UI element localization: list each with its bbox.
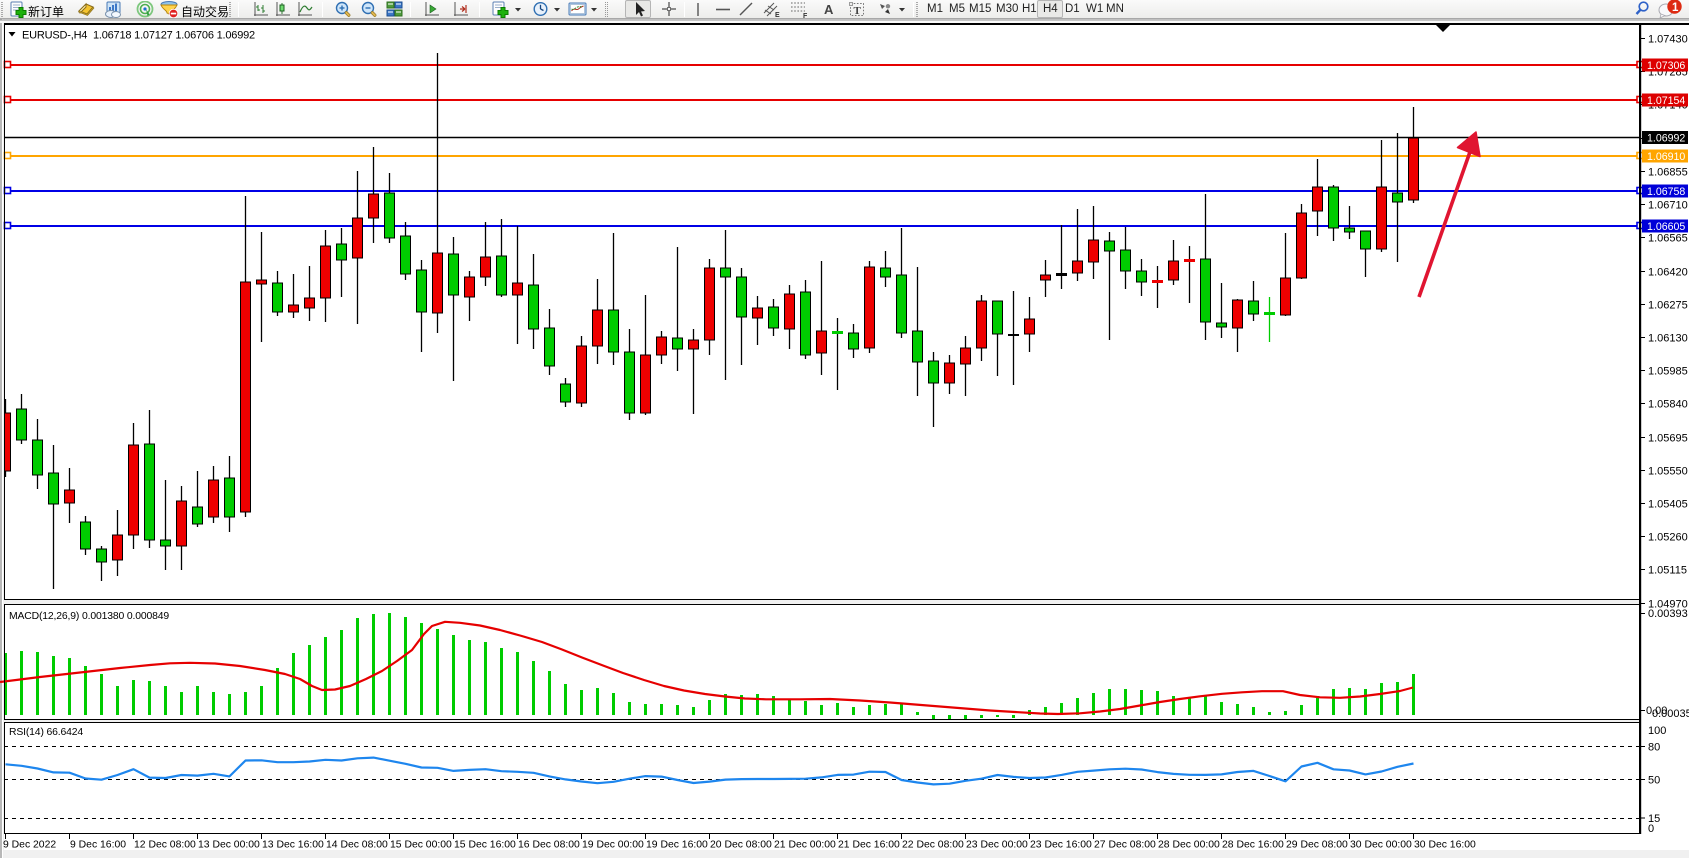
svg-text:30 Dec 00:00: 30 Dec 00:00 xyxy=(1350,840,1412,851)
svg-text:1.06420: 1.06420 xyxy=(1648,267,1688,279)
svg-text:27 Dec 08:00: 27 Dec 08:00 xyxy=(1094,840,1156,851)
svg-text:1.06565: 1.06565 xyxy=(1648,233,1688,245)
svg-text:1.06910: 1.06910 xyxy=(1647,151,1685,163)
svg-text:28 Dec 00:00: 28 Dec 00:00 xyxy=(1158,840,1220,851)
svg-text:15 Dec 00:00: 15 Dec 00:00 xyxy=(390,840,452,851)
svg-text:19 Dec 16:00: 19 Dec 16:00 xyxy=(646,840,708,851)
svg-text:0: 0 xyxy=(1648,823,1654,835)
svg-text:0.000356: 0.000356 xyxy=(1652,708,1689,720)
svg-text:1.06710: 1.06710 xyxy=(1648,200,1688,212)
svg-text:50: 50 xyxy=(1648,775,1660,787)
svg-text:22 Dec 08:00: 22 Dec 08:00 xyxy=(902,840,964,851)
svg-text:0.00: 0.00 xyxy=(1646,705,1667,717)
svg-text:1.04970: 1.04970 xyxy=(1648,599,1688,611)
svg-text:RSI(14) 66.6424: RSI(14) 66.6424 xyxy=(9,727,83,738)
svg-text:29 Dec 08:00: 29 Dec 08:00 xyxy=(1286,840,1348,851)
svg-text:12 Dec 08:00: 12 Dec 08:00 xyxy=(134,840,196,851)
svg-text:100: 100 xyxy=(1648,725,1666,737)
svg-text:1.06758: 1.06758 xyxy=(1647,186,1685,198)
svg-text:28 Dec 16:00: 28 Dec 16:00 xyxy=(1222,840,1284,851)
svg-text:1.05405: 1.05405 xyxy=(1648,499,1688,511)
svg-text:MACD(12,26,9) 0.001380 0.00084: MACD(12,26,9) 0.001380 0.000849 xyxy=(9,611,169,622)
svg-text:0.00393: 0.00393 xyxy=(1648,608,1688,620)
svg-text:30 Dec 16:00: 30 Dec 16:00 xyxy=(1414,840,1476,851)
svg-text:13 Dec 16:00: 13 Dec 16:00 xyxy=(262,840,324,851)
svg-text:1.05840: 1.05840 xyxy=(1648,399,1688,411)
svg-text:1.06992: 1.06992 xyxy=(1647,132,1685,144)
svg-text:15 Dec 16:00: 15 Dec 16:00 xyxy=(454,840,516,851)
svg-text:EURUSD-,H4 1.06718 1.07127 1.: EURUSD-,H4 1.06718 1.07127 1.06706 1.069… xyxy=(22,30,255,42)
svg-text:1.07306: 1.07306 xyxy=(1647,60,1685,72)
svg-text:9 Dec 2022: 9 Dec 2022 xyxy=(3,840,56,851)
svg-text:20 Dec 08:00: 20 Dec 08:00 xyxy=(710,840,772,851)
svg-text:23 Dec 16:00: 23 Dec 16:00 xyxy=(1030,840,1092,851)
svg-text:15: 15 xyxy=(1648,813,1660,825)
svg-text:1.06130: 1.06130 xyxy=(1648,333,1688,345)
svg-text:1: 1 xyxy=(1672,2,1679,14)
svg-text:1.05985: 1.05985 xyxy=(1648,366,1688,378)
svg-text:1.05260: 1.05260 xyxy=(1648,532,1688,544)
svg-text:T: T xyxy=(854,5,862,17)
svg-text:E: E xyxy=(775,12,780,18)
svg-text:19 Dec 00:00: 19 Dec 00:00 xyxy=(582,840,644,851)
svg-text:1.06275: 1.06275 xyxy=(1648,300,1688,312)
svg-text:F: F xyxy=(803,13,808,18)
svg-text:1.05550: 1.05550 xyxy=(1648,466,1688,478)
svg-text:16 Dec 08:00: 16 Dec 08:00 xyxy=(518,840,580,851)
svg-text:9 Dec 16:00: 9 Dec 16:00 xyxy=(70,840,126,851)
svg-text:23 Dec 00:00: 23 Dec 00:00 xyxy=(966,840,1028,851)
svg-text:1.07430: 1.07430 xyxy=(1648,34,1688,46)
svg-text:1.05695: 1.05695 xyxy=(1648,433,1688,445)
svg-text:1.05115: 1.05115 xyxy=(1648,565,1687,577)
svg-text:1.06855: 1.06855 xyxy=(1648,167,1688,179)
svg-text:80: 80 xyxy=(1648,742,1660,754)
svg-text:21 Dec 00:00: 21 Dec 00:00 xyxy=(774,840,836,851)
svg-text:14 Dec 08:00: 14 Dec 08:00 xyxy=(326,840,388,851)
svg-text:21 Dec 16:00: 21 Dec 16:00 xyxy=(838,840,900,851)
svg-text:1.06605: 1.06605 xyxy=(1647,221,1685,233)
svg-text:1.07154: 1.07154 xyxy=(1647,95,1685,107)
svg-text:13 Dec 00:00: 13 Dec 00:00 xyxy=(198,840,260,851)
